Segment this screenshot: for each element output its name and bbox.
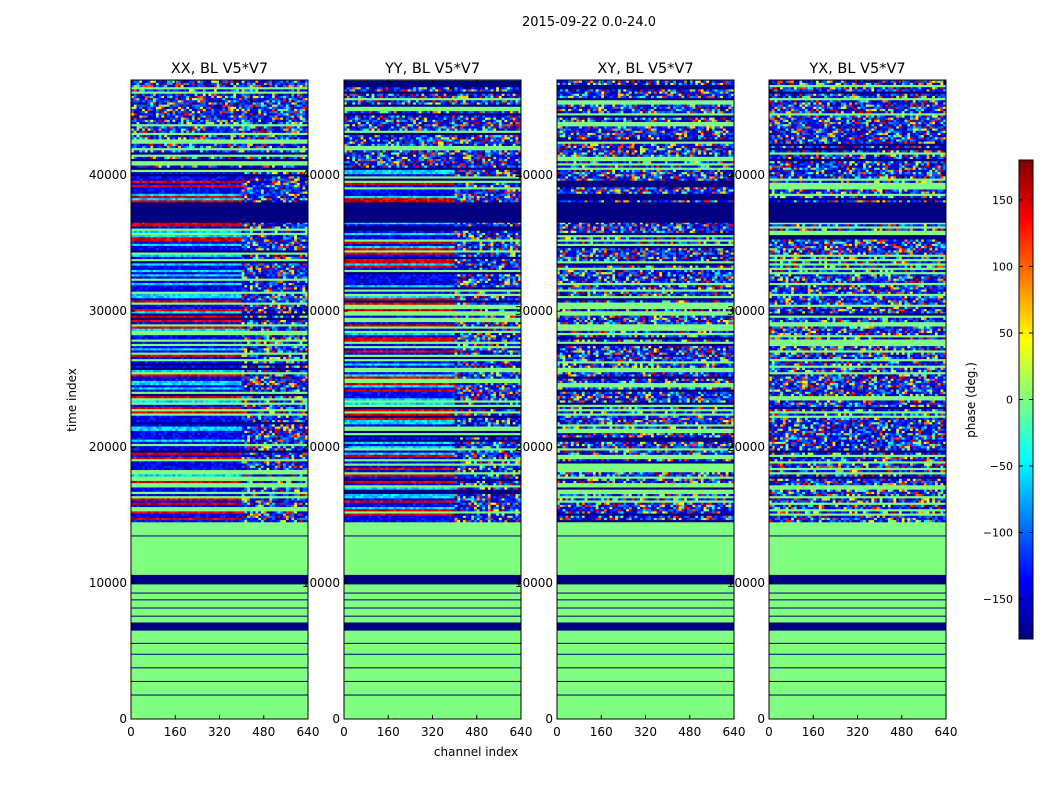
y-tick-label: 10000 (515, 576, 553, 590)
panel-title: YX, BL V5*V7 (808, 61, 905, 77)
y-tick-label: 0 (119, 712, 127, 726)
panels: XX, BL V5*V7 0 160 320 480 640 0 10000 20000 3000… (89, 61, 958, 739)
y-tick-label: 0 (545, 712, 553, 726)
x-tick-label: 0 (127, 725, 135, 739)
y-tick-label: 30000 (515, 304, 553, 318)
x-tick-label: 480 (890, 725, 913, 739)
x-tick-label: 640 (510, 725, 533, 739)
y-tick-label: 40000 (515, 168, 553, 182)
panel-3: YX, BL V5*V7 0 160 320 480 640 0 10000 20000 3000… (727, 61, 958, 739)
y-tick-label: 20000 (89, 440, 127, 454)
colorbar: 150 100 50 0 −50 −100 −150 phase (deg.) (964, 159, 1034, 640)
panel-image (131, 80, 308, 719)
x-tick-label: 160 (802, 725, 825, 739)
panel-0: XX, BL V5*V7 0 160 320 480 640 0 10000 20000 3000… (89, 61, 320, 739)
colorbar-tick-label: −50 (990, 460, 1013, 473)
panel-image (344, 80, 521, 719)
y-tick-label: 10000 (302, 576, 340, 590)
panel-image (557, 80, 734, 719)
x-tick-label: 640 (723, 725, 746, 739)
x-tick-label: 320 (421, 725, 444, 739)
y-tick-label: 40000 (727, 168, 765, 182)
y-tick-label: 30000 (727, 304, 765, 318)
colorbar-tick-label: 100 (992, 260, 1013, 273)
panel-image (769, 80, 946, 719)
panel-1: YY, BL V5*V7 0 160 320 480 640 0 10000 20000 3000… (302, 61, 533, 739)
colorbar-tick-label: −100 (983, 527, 1013, 540)
colorbar-label: phase (deg.) (964, 362, 978, 438)
x-tick-label: 0 (553, 725, 561, 739)
y-tick-label: 10000 (89, 576, 127, 590)
y-axis-label: time index (65, 368, 79, 432)
y-tick-label: 20000 (727, 440, 765, 454)
y-tick-label: 30000 (89, 304, 127, 318)
colorbar-tick-label: 50 (999, 327, 1013, 340)
y-tick-label: 0 (757, 712, 765, 726)
panel-title: YY, BL V5*V7 (384, 61, 480, 77)
x-tick-label: 480 (252, 725, 275, 739)
x-tick-label: 0 (340, 725, 348, 739)
x-tick-label: 0 (765, 725, 773, 739)
x-tick-label: 320 (208, 725, 231, 739)
panel-title: XY, BL V5*V7 (597, 61, 693, 77)
x-tick-label: 160 (377, 725, 400, 739)
colorbar-tick-label: 150 (992, 194, 1013, 207)
panel-title: XX, BL V5*V7 (171, 61, 268, 77)
colorbar-tick-label: 0 (1006, 394, 1013, 407)
x-tick-label: 480 (678, 725, 701, 739)
y-tick-label: 20000 (302, 440, 340, 454)
y-tick-label: 0 (332, 712, 340, 726)
x-tick-label: 640 (297, 725, 320, 739)
x-tick-label: 320 (634, 725, 657, 739)
panel-2: XY, BL V5*V7 0 160 320 480 640 0 10000 20000 3000… (515, 61, 746, 739)
y-tick-label: 30000 (302, 304, 340, 318)
x-tick-label: 640 (935, 725, 958, 739)
y-tick-label: 40000 (89, 168, 127, 182)
x-tick-label: 160 (590, 725, 613, 739)
y-tick-label: 40000 (302, 168, 340, 182)
y-tick-label: 20000 (515, 440, 553, 454)
x-tick-label: 480 (465, 725, 488, 739)
figure-title: 2015-09-22 0.0-24.0 (522, 15, 656, 30)
y-tick-label: 10000 (727, 576, 765, 590)
x-axis-label: channel index (434, 745, 518, 759)
x-tick-label: 320 (846, 725, 869, 739)
colorbar-tick-label: −150 (983, 593, 1013, 606)
x-tick-label: 160 (164, 725, 187, 739)
